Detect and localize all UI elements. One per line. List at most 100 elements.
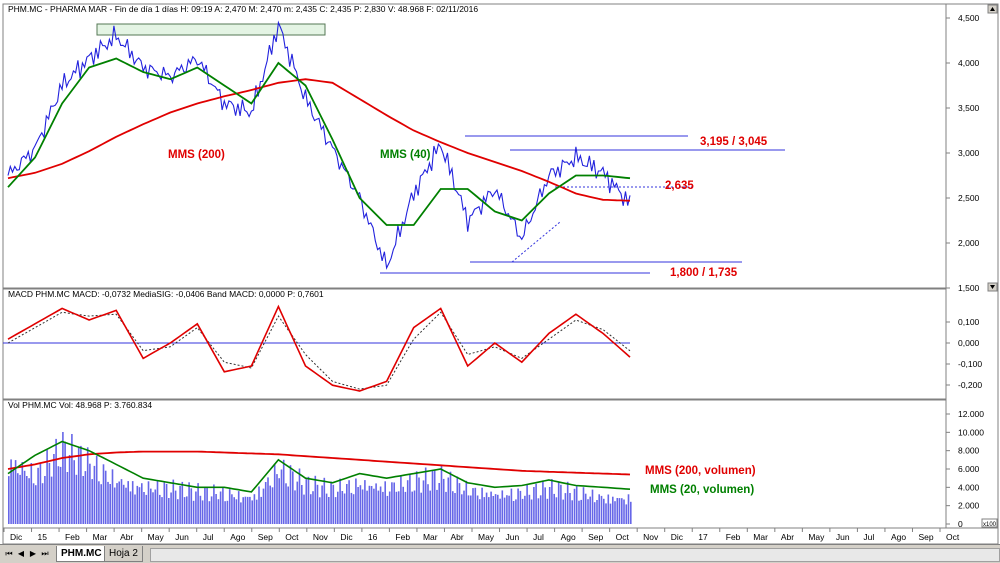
volume-bar xyxy=(86,447,89,524)
volume-bar xyxy=(557,482,560,524)
volume-bar xyxy=(328,497,330,524)
x-tick-label: Nov xyxy=(313,532,329,542)
x-tick-label: Feb xyxy=(65,532,80,542)
volume-bar xyxy=(537,498,540,524)
volume-bar xyxy=(104,470,107,524)
volume-bar xyxy=(564,493,567,524)
volume-bar xyxy=(431,470,434,524)
vol-mms200-line xyxy=(7,450,631,476)
y-scroll-down-button[interactable] xyxy=(987,282,998,292)
volume-bar xyxy=(95,455,98,524)
volume-bar xyxy=(524,495,526,524)
volume-bar xyxy=(237,491,240,524)
volume-bar xyxy=(433,470,436,524)
volume-bar xyxy=(415,471,418,524)
volume-bar xyxy=(325,493,328,524)
volume-bar xyxy=(107,481,109,524)
x-tick-label: Dic xyxy=(10,532,23,542)
volume-bar xyxy=(282,459,285,524)
vol-ytick-label: 4.000 xyxy=(958,482,980,492)
price-panel xyxy=(2,3,947,289)
volume-bar xyxy=(384,481,386,524)
x-tick-label: Feb xyxy=(395,532,410,542)
prev-sheet-button[interactable]: ◀ xyxy=(17,549,25,558)
volume-bar xyxy=(458,483,461,524)
macd-header: MACD PHM.MC MACD: -0,0732 MediaSIG: -0,0… xyxy=(8,289,324,299)
volume-bar xyxy=(246,496,249,524)
volume-bar xyxy=(488,497,490,524)
volume-bar xyxy=(438,483,440,524)
last-level-label: 2,635 xyxy=(665,180,694,192)
volume-bar xyxy=(127,481,129,524)
volume-bar xyxy=(409,473,411,524)
volume-bar xyxy=(548,487,551,524)
x-tick-label: Jul xyxy=(203,532,214,542)
tab-hoja-2[interactable]: Hoja 2 xyxy=(104,546,143,562)
volume-bar xyxy=(48,463,51,524)
volume-bar xyxy=(199,495,202,524)
next-sheet-button[interactable]: ▶ xyxy=(29,549,37,558)
volume-bar xyxy=(32,483,35,524)
volume-bar xyxy=(28,478,30,524)
volume-bar xyxy=(553,493,555,524)
volume-bar xyxy=(319,497,321,524)
volume-bar xyxy=(39,463,42,524)
level-lines xyxy=(3,135,785,344)
macd-line xyxy=(7,304,631,392)
vol-ytick-label: 10.000 xyxy=(958,427,984,437)
volume-bar xyxy=(285,483,287,524)
mms40-line xyxy=(7,57,631,226)
volume-bar xyxy=(539,495,542,524)
volume-bar xyxy=(111,469,114,524)
volume-bar xyxy=(427,484,429,524)
volume-bar xyxy=(618,498,621,524)
support-label: 1,800 / 1,735 xyxy=(670,267,738,279)
volume-bar xyxy=(420,492,422,524)
macd-ytick-label: 0,000 xyxy=(958,338,980,348)
volume-bar xyxy=(352,494,355,524)
first-sheet-button[interactable]: ⏮ xyxy=(5,549,13,558)
volume-bar xyxy=(463,490,465,524)
x-tick-label: Ago xyxy=(561,532,576,542)
price-ytick-label: 1,500 xyxy=(958,283,980,293)
volume-bar xyxy=(481,487,483,524)
volume-bar xyxy=(251,500,253,524)
macd-series-layer xyxy=(7,304,631,392)
tab-phm-mc[interactable]: PHM.MC xyxy=(56,546,107,562)
volume-bar xyxy=(499,498,501,524)
volume-bar xyxy=(210,496,213,524)
last-sheet-button[interactable]: ⏭ xyxy=(41,549,49,558)
signal-line xyxy=(7,311,631,390)
horizontal-scrollbar[interactable] xyxy=(150,548,1000,562)
volume-bar xyxy=(474,487,477,524)
volume-bar xyxy=(217,499,220,524)
volume-bar xyxy=(575,486,578,524)
x-tick-label: Jul xyxy=(863,532,874,542)
volume-bar xyxy=(147,481,150,524)
volume-bar xyxy=(508,495,510,524)
vol-ytick-label: 8.000 xyxy=(958,446,980,456)
volume-bar xyxy=(264,482,267,524)
x-tick-label: Dic xyxy=(671,532,684,542)
volume-bar xyxy=(181,481,184,524)
x-tick-label: Abr xyxy=(781,532,794,542)
volume-bar xyxy=(377,490,380,524)
volume-bar xyxy=(472,488,474,524)
price-axis-strip xyxy=(945,3,999,529)
volume-bar xyxy=(204,486,206,524)
vol-ytick-label: 12.000 xyxy=(958,409,984,419)
y-scroll-up-button[interactable] xyxy=(987,4,998,14)
volume-bar xyxy=(341,491,344,524)
volume-bar xyxy=(222,487,224,524)
volume-bar xyxy=(77,447,80,524)
volume-bar xyxy=(161,497,163,524)
volume-bar xyxy=(528,494,531,524)
volume-bar xyxy=(91,479,93,524)
volume-bar xyxy=(143,492,145,524)
volume-bar xyxy=(393,482,395,524)
volume-bar xyxy=(379,486,382,524)
volume-bar xyxy=(73,460,75,524)
volume-bar xyxy=(228,489,231,524)
volume-bar xyxy=(183,497,186,524)
volume-bar xyxy=(630,501,632,524)
